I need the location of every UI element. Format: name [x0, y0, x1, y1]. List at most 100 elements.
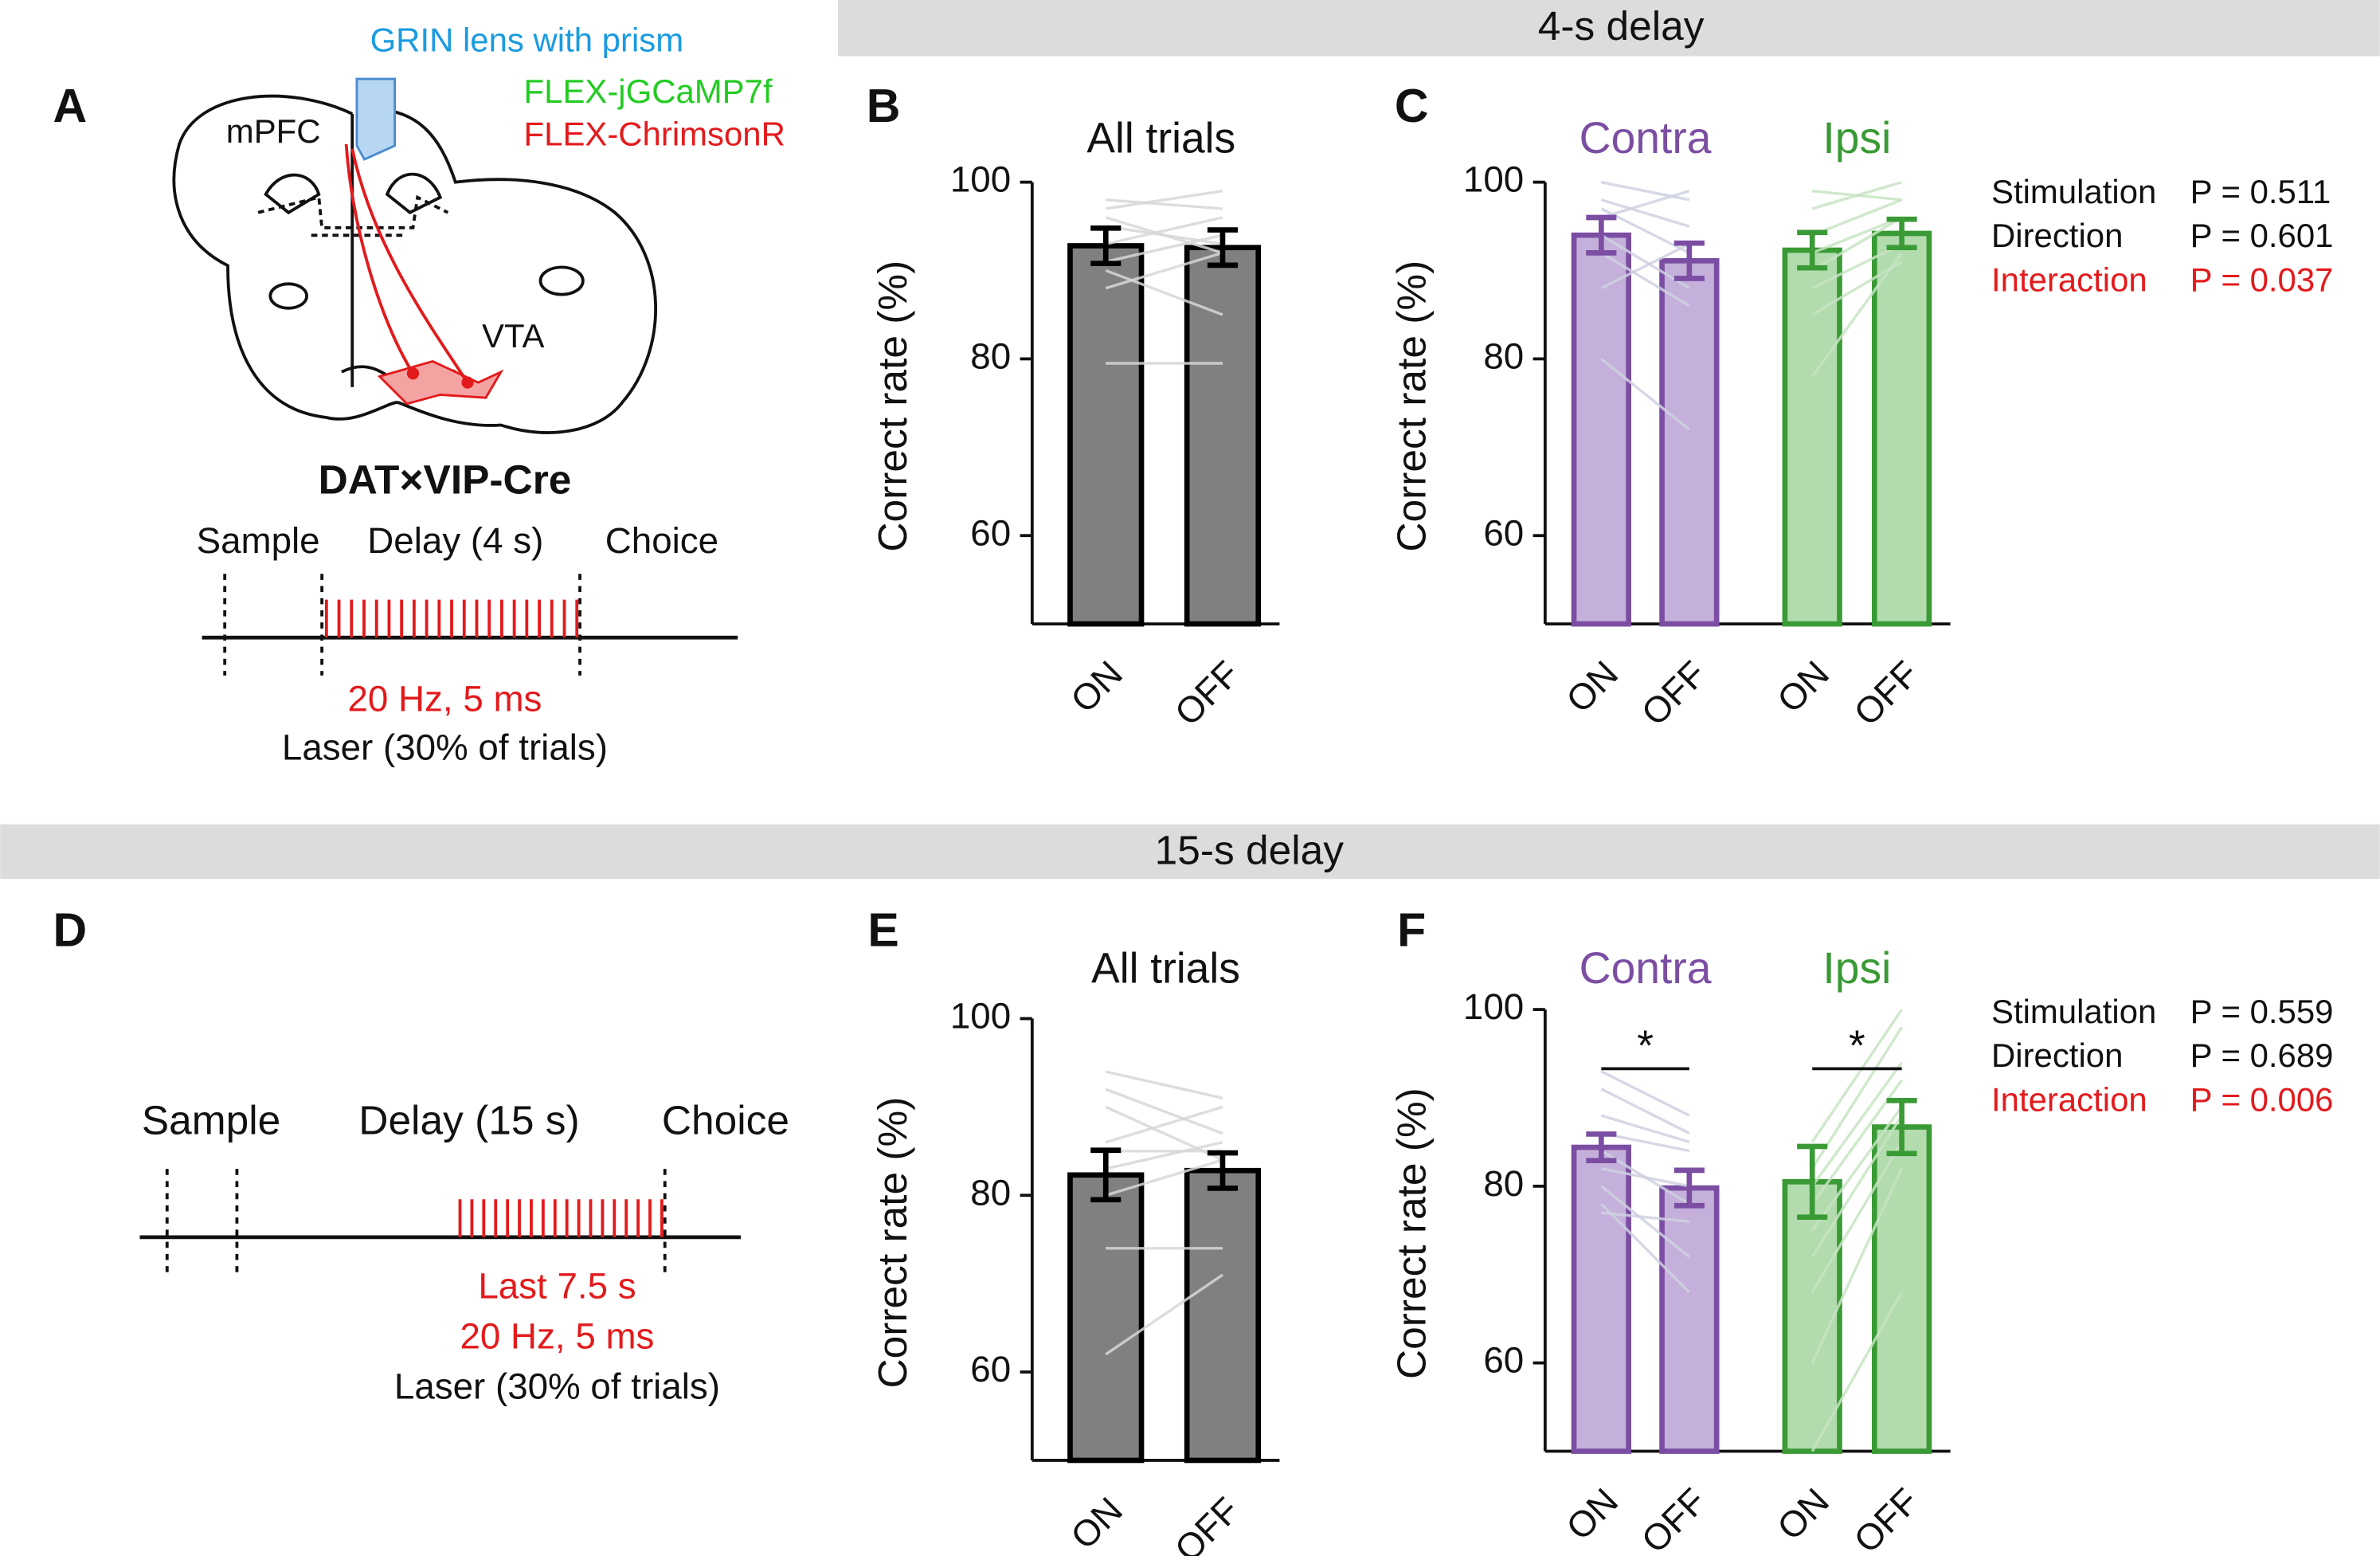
subject-line — [1600, 190, 1690, 219]
y-tick-label: 60 — [970, 512, 1011, 553]
label: Sample — [197, 520, 320, 561]
subject-line — [1811, 242, 1903, 290]
stat-name: Stimulation — [1991, 993, 2156, 1030]
y-tick-label: 80 — [970, 1172, 1011, 1213]
subject-line — [1811, 198, 1903, 237]
y-tick-label: 60 — [1483, 1340, 1524, 1381]
subject-line — [1600, 251, 1690, 308]
subject-line — [1600, 1185, 1690, 1258]
stat-p: P = 0.006 — [2190, 1080, 2334, 1118]
chart-title: All trials — [1091, 946, 1240, 993]
panel-letter: E — [867, 903, 898, 956]
y-axis-label: Correct rate (%) — [1388, 261, 1435, 552]
epoch-markers — [165, 1169, 667, 1276]
x-tick-label: OFF — [1167, 1490, 1247, 1556]
y-axis-label: Correct rate (%) — [869, 261, 915, 552]
bar — [1571, 1144, 1631, 1454]
error-bar — [1090, 225, 1121, 266]
stat-name: Direction — [1991, 1037, 2123, 1074]
group-label: Contra — [1579, 943, 1712, 993]
subject-line — [1105, 1158, 1223, 1197]
error-bar — [1090, 1147, 1121, 1203]
subject-line — [1810, 1061, 1904, 1187]
x-tick-label: OFF — [1167, 653, 1247, 734]
projection — [344, 143, 469, 384]
subject-line — [1810, 252, 1904, 378]
subject-line — [1600, 1088, 1690, 1135]
error-bar — [1673, 240, 1705, 281]
subject-line — [1105, 1088, 1223, 1135]
label: 20 Hz, 5 ms — [348, 678, 542, 719]
subject-line — [1601, 1211, 1690, 1223]
group-label: Contra — [1579, 113, 1712, 163]
subject-line — [1600, 1114, 1690, 1144]
bar — [1571, 232, 1631, 627]
subject-line — [1812, 190, 1902, 202]
error-bar — [1207, 227, 1239, 268]
label: Choice — [605, 520, 718, 561]
x-tick-label: ON — [1063, 653, 1131, 721]
laser-pulses — [324, 599, 579, 638]
subject-line — [1810, 1141, 1904, 1293]
subject-line — [1810, 1115, 1904, 1258]
subject-line — [1105, 1070, 1223, 1099]
panel-letter: F — [1397, 903, 1426, 956]
bar — [1659, 1185, 1720, 1454]
subject-line — [1811, 216, 1903, 272]
label: GRIN lens with prism — [370, 21, 684, 58]
subject-line — [1105, 190, 1223, 210]
bar — [1871, 230, 1932, 627]
bar — [1782, 1178, 1842, 1454]
brain-outline — [172, 94, 657, 434]
y-tick-label: 80 — [1483, 1163, 1524, 1204]
grin-lens — [355, 77, 397, 161]
x-tick-label: ON — [1770, 653, 1838, 721]
subject-line — [1810, 1167, 1904, 1364]
y-tick-label: 100 — [1463, 159, 1524, 200]
panel-letter: C — [1395, 80, 1429, 132]
subject-line — [1811, 260, 1903, 316]
bar — [1067, 1172, 1145, 1464]
subject-line — [1105, 1105, 1223, 1144]
laser-pulses — [458, 1199, 664, 1237]
subject-line — [1600, 1202, 1691, 1294]
x-tick-label: ON — [1770, 1480, 1838, 1548]
x-tick-label: ON — [1063, 1490, 1131, 1556]
label: Laser (30% of trials) — [282, 727, 608, 767]
stat-name: Interaction — [1991, 261, 2147, 298]
error-bar — [1586, 1131, 1617, 1164]
y-axis-label: Correct rate (%) — [1388, 1088, 1435, 1379]
stat-p: P = 0.511 — [2190, 173, 2331, 210]
y-tick-label: 60 — [1483, 512, 1524, 553]
error-bar — [1673, 1167, 1705, 1209]
label: mPFC — [226, 112, 321, 150]
error-bar — [1586, 214, 1617, 256]
chart-title: All trials — [1086, 115, 1235, 162]
x-tick-label: OFF — [1634, 653, 1714, 734]
y-axis-label: Correct rate (%) — [869, 1097, 915, 1389]
label: FLEX-jGCaMP7f — [524, 73, 773, 110]
stat-p: P = 0.601 — [2190, 217, 2334, 254]
subject-line — [1105, 1273, 1223, 1356]
epoch-markers — [223, 574, 581, 676]
subject-line — [1810, 1106, 1904, 1232]
vta — [377, 359, 504, 406]
x-tick-label: OFF — [1846, 653, 1927, 734]
header-band — [837, 0, 2380, 57]
label: Last 7.5 s — [478, 1266, 636, 1307]
cell — [406, 367, 420, 380]
error-bar — [1886, 1097, 1917, 1157]
label: Laser (30% of trials) — [394, 1366, 720, 1406]
x-tick-label: OFF — [1634, 1480, 1714, 1556]
x-tick-label: ON — [1559, 1480, 1626, 1548]
significance: * — [1849, 1023, 1865, 1070]
subject-line — [1601, 180, 1690, 202]
bar — [1067, 243, 1145, 627]
stat-p: P = 0.037 — [2190, 261, 2334, 298]
subject-line — [1106, 198, 1223, 210]
header: 15-s delay — [1155, 826, 1345, 872]
label: Delay (15 s) — [358, 1097, 579, 1143]
x-tick-label: OFF — [1846, 1480, 1927, 1556]
panel-letter: B — [867, 80, 901, 132]
